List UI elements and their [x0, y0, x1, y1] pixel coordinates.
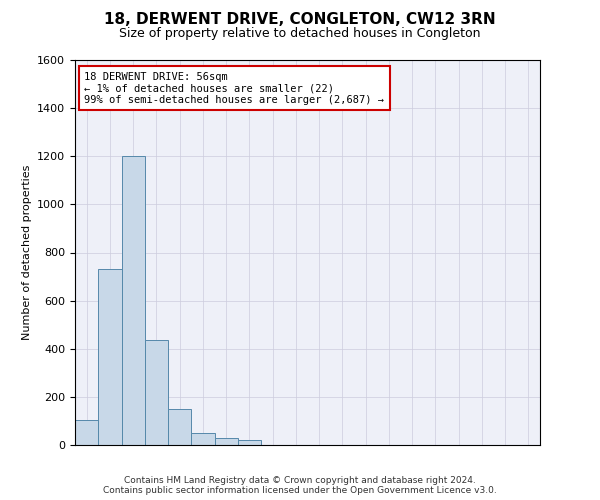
Text: Size of property relative to detached houses in Congleton: Size of property relative to detached ho… — [119, 28, 481, 40]
Y-axis label: Number of detached properties: Number of detached properties — [22, 165, 32, 340]
Bar — [145, 340, 168, 445]
Bar — [191, 433, 215, 445]
Text: 18 DERWENT DRIVE: 56sqm
← 1% of detached houses are smaller (22)
99% of semi-det: 18 DERWENT DRIVE: 56sqm ← 1% of detached… — [84, 72, 385, 105]
Bar — [75, 420, 98, 445]
Bar — [238, 440, 261, 445]
Text: 18, DERWENT DRIVE, CONGLETON, CW12 3RN: 18, DERWENT DRIVE, CONGLETON, CW12 3RN — [104, 12, 496, 28]
Bar — [121, 156, 145, 445]
Text: Contains HM Land Registry data © Crown copyright and database right 2024.
Contai: Contains HM Land Registry data © Crown c… — [103, 476, 497, 495]
Bar — [215, 438, 238, 445]
Bar — [168, 409, 191, 445]
Bar — [98, 270, 121, 445]
